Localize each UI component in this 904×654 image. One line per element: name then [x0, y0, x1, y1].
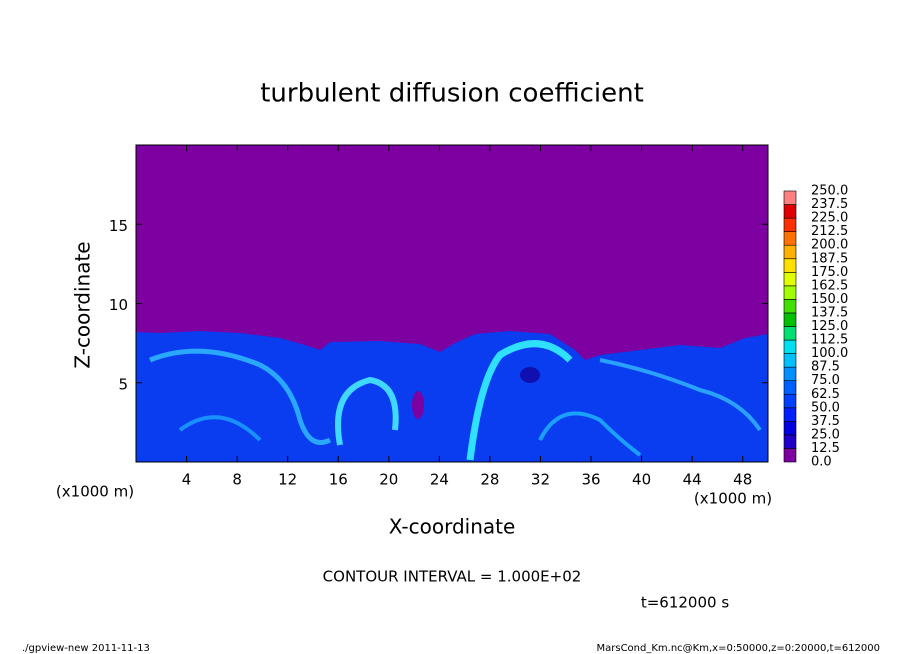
colorbar-box [783, 326, 797, 341]
colorbar-label: 187.5 [811, 251, 848, 266]
x-tick-label: 36 [581, 471, 600, 489]
swirl [335, 376, 399, 446]
colorbar-box [783, 407, 797, 422]
footer-left: ./gpview-new 2011-11-13 [22, 643, 150, 654]
swirl [178, 415, 262, 442]
colorbar-label: 175.0 [811, 265, 848, 280]
colorbar-box [783, 366, 797, 381]
colorbar-box [783, 448, 797, 463]
x-tick-label: 28 [480, 471, 499, 489]
colorbar-box [783, 299, 797, 314]
x-tick-label: 40 [632, 471, 651, 489]
x-tick-label: 16 [329, 471, 348, 489]
colorbar-label: 0.0 [811, 455, 832, 470]
swirl [466, 340, 573, 461]
colorbar-label: 100.0 [811, 346, 848, 361]
contour-note: CONTOUR INTERVAL = 1.000E+02 [323, 568, 582, 586]
time-note: t=612000 s [641, 594, 729, 612]
colorbar-label: 137.5 [811, 305, 848, 320]
colorbar-box [783, 312, 797, 327]
colorbar-box [783, 190, 797, 205]
colorbar-label: 87.5 [811, 360, 840, 375]
y-unit-label: (x1000 m) [56, 483, 134, 501]
colorbar-box [783, 339, 797, 354]
colorbar-label: 200.0 [811, 238, 848, 253]
colorbar-label: 25.0 [811, 427, 840, 442]
colorbar-box [783, 204, 797, 219]
colorbar-box [783, 380, 797, 395]
colorbar-label: 250.0 [811, 184, 848, 199]
x-tick-label: 8 [232, 471, 242, 489]
eddy [412, 391, 424, 419]
colorbar-label: 50.0 [811, 400, 840, 415]
colorbar-label: 37.5 [811, 414, 840, 429]
x-tick-label: 20 [379, 471, 398, 489]
y-tick-label: 15 [109, 217, 128, 235]
colorbar-label: 75.0 [811, 373, 840, 388]
x-tick-label: 12 [278, 471, 297, 489]
colorbar-box [783, 217, 797, 232]
chart-title: turbulent diffusion coefficient [260, 79, 644, 109]
x-unit-label: (x1000 m) [694, 490, 772, 508]
footer-right: MarsCond_Km.nc@Km,x=0:50000,z=0:20000,t=… [597, 643, 881, 654]
colorbar-box [783, 434, 797, 449]
swirl [538, 411, 642, 457]
colorbar-box [783, 271, 797, 287]
swirl [149, 348, 332, 445]
swirl [599, 358, 762, 432]
colorbar-label: 12.5 [811, 441, 840, 456]
eddy [520, 367, 540, 383]
colorbar-box [783, 353, 797, 368]
colorbar-box [783, 231, 797, 246]
colorbar-label: 162.5 [811, 278, 848, 293]
y-tick-label: 5 [118, 375, 128, 393]
colorbar-box [783, 393, 797, 409]
colorbar-label: 225.0 [811, 211, 848, 226]
y-axis-label: Z-coordinate [71, 241, 95, 368]
field [136, 145, 768, 462]
x-tick-label: 32 [531, 471, 550, 489]
y-tick-label: 10 [109, 296, 128, 314]
colorbar-label: 112.5 [811, 333, 848, 348]
colorbar-label: 237.5 [811, 197, 848, 212]
x-tick-label: 44 [683, 471, 702, 489]
colorbar-box [783, 258, 797, 273]
colorbar-box [783, 244, 797, 260]
x-tick-label: 4 [182, 471, 192, 489]
colorbar-label: 150.0 [811, 292, 848, 307]
x-axis-label: X-coordinate [389, 515, 516, 539]
colorbar-label: 62.5 [811, 387, 840, 402]
x-tick-label: 48 [733, 471, 752, 489]
turbulent-layer [136, 331, 768, 462]
x-tick-label: 24 [430, 471, 449, 489]
colorbar-label: 212.5 [811, 224, 848, 239]
colorbar-box [783, 421, 797, 436]
colorbar-label: 125.0 [811, 319, 848, 334]
colorbar-box [783, 285, 797, 300]
